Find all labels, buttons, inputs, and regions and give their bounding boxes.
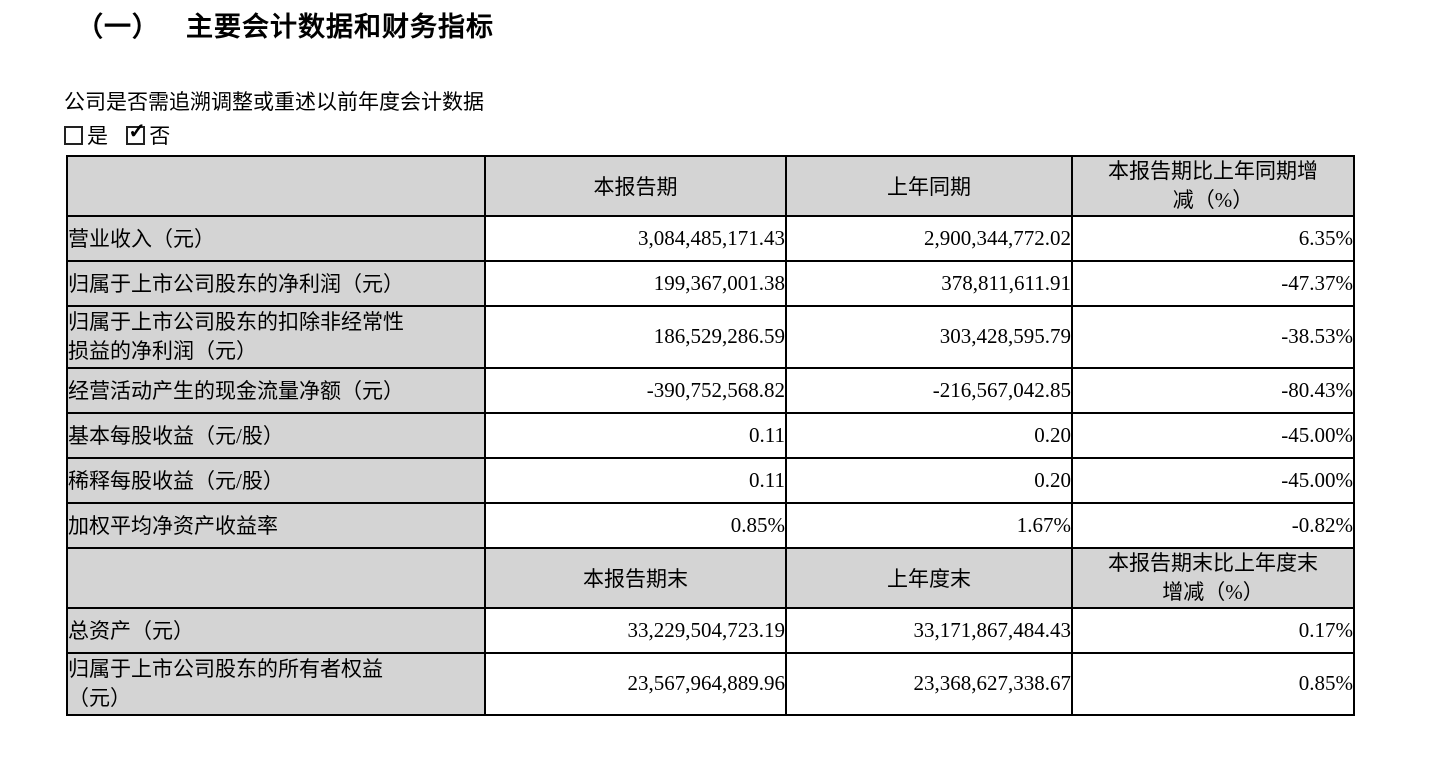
empty-header-cell	[66, 155, 486, 217]
prior-period-value-cell: 0.20	[785, 411, 1073, 459]
prior-period-value-cell: 378,811,611.91	[785, 259, 1073, 307]
empty-header-cell	[66, 546, 486, 609]
table-row-net-profit: 归属于上市公司股东的净利润（元） 199,367,001.38 378,811,…	[66, 259, 1355, 307]
current-period-value-cell: -390,752,568.82	[484, 366, 787, 414]
metric-label-cell: 基本每股收益（元/股）	[66, 411, 486, 459]
metric-label-cell: 归属于上市公司股东的所有者权益 （元）	[66, 651, 486, 716]
change-percent-cell: -38.53%	[1071, 304, 1355, 369]
option-yes-label: 是	[87, 124, 108, 148]
table-row-revenue: 营业收入（元） 3,084,485,171.43 2,900,344,772.0…	[66, 214, 1355, 262]
metric-label-cell: 稀释每股收益（元/股）	[66, 456, 486, 504]
table-row-operating-cash-flow: 经营活动产生的现金流量净额（元） -390,752,568.82 -216,56…	[66, 366, 1355, 414]
table-row-total-assets: 总资产（元） 33,229,504,723.19 33,171,867,484.…	[66, 606, 1355, 654]
metric-label-cell: 总资产（元）	[66, 606, 486, 654]
col-header-prior-year-end: 上年度末	[785, 546, 1073, 609]
table-header-row-period-end: 本报告期末 上年度末 本报告期末比上年度末 增减（%）	[66, 546, 1355, 609]
change-percent-cell: 0.17%	[1071, 606, 1355, 654]
table-row-diluted-eps: 稀释每股收益（元/股） 0.11 0.20 -45.00%	[66, 456, 1355, 504]
metric-label-cell: 营业收入（元）	[66, 214, 486, 262]
current-period-value-cell: 0.85%	[484, 501, 787, 549]
section-number: （一）	[76, 12, 160, 42]
prior-period-value-cell: 303,428,595.79	[785, 304, 1073, 369]
option-yes: 是	[64, 120, 108, 150]
current-period-value-cell: 0.11	[484, 411, 787, 459]
change-percent-cell: -45.00%	[1071, 411, 1355, 459]
table-row-basic-eps: 基本每股收益（元/股） 0.11 0.20 -45.00%	[66, 411, 1355, 459]
col-header-period-end: 本报告期末	[484, 546, 787, 609]
change-percent-cell: -45.00%	[1071, 456, 1355, 504]
prior-period-value-cell: 1.67%	[785, 501, 1073, 549]
checkbox-unchecked-icon	[64, 126, 83, 145]
current-period-value-cell: 186,529,286.59	[484, 304, 787, 369]
col-header-period-end-change: 本报告期末比上年度末 增减（%）	[1071, 546, 1355, 609]
table-row-owners-equity: 归属于上市公司股东的所有者权益 （元） 23,567,964,889.96 23…	[66, 651, 1355, 716]
page-title: 主要会计数据和财务指标	[186, 12, 494, 42]
option-no: ✓ 否	[126, 120, 170, 150]
change-percent-cell: -47.37%	[1071, 259, 1355, 307]
metric-label-cell: 经营活动产生的现金流量净额（元）	[66, 366, 486, 414]
current-period-value-cell: 199,367,001.38	[484, 259, 787, 307]
section-heading: （一） 主要会计数据和财务指标	[76, 5, 494, 44]
prior-period-value-cell: 33,171,867,484.43	[785, 606, 1073, 654]
current-period-value-cell: 3,084,485,171.43	[484, 214, 787, 262]
metric-label-cell: 加权平均净资产收益率	[66, 501, 486, 549]
restatement-options: 是 ✓ 否	[64, 120, 170, 150]
current-period-value-cell: 33,229,504,723.19	[484, 606, 787, 654]
table-row-net-profit-excl-nonrecurring: 归属于上市公司股东的扣除非经常性 损益的净利润（元） 186,529,286.5…	[66, 304, 1355, 369]
prior-period-value-cell: -216,567,042.85	[785, 366, 1073, 414]
table-row-weighted-roe: 加权平均净资产收益率 0.85% 1.67% -0.82%	[66, 501, 1355, 549]
col-header-current-period: 本报告期	[484, 155, 787, 217]
change-percent-cell: 0.85%	[1071, 651, 1355, 716]
key-financials-table: 本报告期 上年同期 本报告期比上年同期增 减（%） 营业收入（元） 3,084,…	[66, 155, 1355, 716]
col-header-period-change: 本报告期比上年同期增 减（%）	[1071, 155, 1355, 217]
metric-label-cell: 归属于上市公司股东的净利润（元）	[66, 259, 486, 307]
prior-period-value-cell: 0.20	[785, 456, 1073, 504]
col-header-prior-period: 上年同期	[785, 155, 1073, 217]
change-percent-cell: 6.35%	[1071, 214, 1355, 262]
change-percent-cell: -0.82%	[1071, 501, 1355, 549]
restatement-question: 公司是否需追溯调整或重述以前年度会计数据	[64, 90, 484, 114]
change-percent-cell: -80.43%	[1071, 366, 1355, 414]
checkbox-checked-icon: ✓	[126, 121, 146, 145]
metric-label-cell: 归属于上市公司股东的扣除非经常性 损益的净利润（元）	[66, 304, 486, 369]
table-header-row-period: 本报告期 上年同期 本报告期比上年同期增 减（%）	[66, 155, 1355, 217]
current-period-value-cell: 23,567,964,889.96	[484, 651, 787, 716]
check-mark-icon: ✓	[128, 119, 146, 143]
prior-period-value-cell: 23,368,627,338.67	[785, 651, 1073, 716]
option-no-label: 否	[149, 124, 171, 148]
prior-period-value-cell: 2,900,344,772.02	[785, 214, 1073, 262]
current-period-value-cell: 0.11	[484, 456, 787, 504]
